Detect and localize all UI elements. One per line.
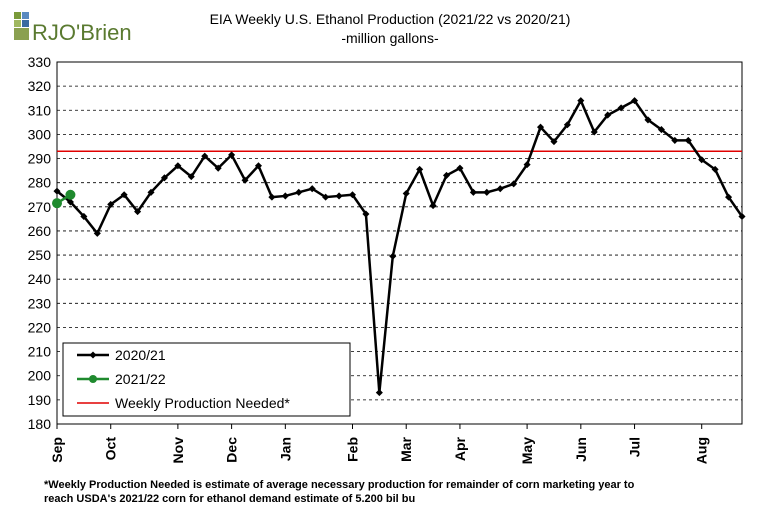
point — [295, 188, 303, 196]
point — [52, 198, 62, 209]
point — [268, 193, 276, 201]
logo-mark — [14, 28, 29, 40]
point — [214, 164, 222, 172]
point — [456, 164, 464, 172]
point — [348, 191, 357, 199]
x-tick-label: Jan — [277, 437, 293, 461]
legend-label: 2020/21 — [115, 347, 166, 363]
y-tick-label: 250 — [28, 247, 52, 263]
chart-subtitle: -million gallons- — [341, 30, 439, 46]
legend-label: Weekly Production Needed* — [115, 395, 290, 411]
point — [671, 136, 679, 144]
x-tick-label: Nov — [170, 437, 186, 464]
point — [241, 176, 249, 184]
point — [187, 173, 195, 181]
point — [738, 212, 746, 220]
footnote: *Weekly Production Needed is estimate of… — [44, 479, 635, 491]
y-tick-label: 260 — [28, 223, 52, 239]
point — [483, 188, 491, 196]
point — [644, 116, 652, 124]
point — [469, 188, 477, 196]
point — [335, 192, 343, 200]
x-tick-label: Feb — [344, 437, 360, 462]
x-tick-label: Mar — [398, 436, 414, 461]
x-tick-label: Dec — [224, 437, 240, 463]
y-tick-label: 320 — [28, 78, 52, 94]
y-tick-label: 280 — [28, 175, 52, 191]
point — [322, 193, 330, 201]
point — [631, 97, 639, 105]
point — [254, 162, 263, 170]
x-tick-label: Jul — [627, 437, 643, 457]
y-tick-label: 190 — [28, 392, 52, 408]
point — [725, 193, 733, 201]
x-tick-label: May — [519, 437, 535, 464]
point — [416, 165, 424, 173]
y-tick-label: 200 — [28, 368, 52, 384]
point — [550, 138, 558, 146]
legend-marker — [89, 351, 97, 359]
point — [523, 161, 531, 169]
y-tick-label: 240 — [28, 271, 52, 287]
legend-marker — [89, 375, 97, 383]
y-tick-label: 300 — [28, 126, 52, 142]
point — [375, 389, 383, 397]
point — [429, 202, 437, 210]
point — [308, 185, 316, 193]
logo-mark — [22, 20, 29, 27]
x-tick-label: Apr — [452, 436, 468, 461]
x-tick-label: Oct — [103, 437, 119, 461]
point — [590, 128, 598, 136]
x-tick-label: Aug — [694, 437, 710, 464]
series-line — [56, 97, 744, 393]
y-tick-label: 180 — [28, 416, 52, 432]
y-tick-label: 330 — [28, 54, 52, 70]
legend-box — [62, 342, 351, 417]
point — [134, 208, 142, 216]
x-tick-label: Sep — [49, 437, 65, 463]
y-tick-label: 220 — [28, 319, 52, 335]
footnote: reach USDA's 2021/22 corn for ethanol de… — [44, 493, 415, 505]
point — [684, 136, 692, 144]
point — [65, 189, 76, 200]
point — [496, 185, 504, 193]
point — [657, 126, 665, 134]
point — [107, 200, 115, 208]
chart-title: EIA Weekly U.S. Ethanol Production (2021… — [210, 11, 571, 27]
point — [442, 171, 451, 179]
point — [147, 188, 155, 196]
point — [536, 123, 545, 131]
point — [563, 121, 571, 129]
y-tick-label: 270 — [28, 199, 52, 215]
point — [604, 111, 612, 119]
point — [160, 174, 168, 182]
point — [617, 104, 625, 112]
point — [174, 162, 182, 170]
point — [228, 151, 236, 159]
logo-mark — [14, 20, 21, 27]
logo-text: RJO'Brien — [32, 20, 132, 45]
point — [281, 192, 289, 200]
point — [577, 97, 585, 105]
logo-mark — [22, 12, 29, 19]
point — [402, 189, 410, 198]
point — [711, 165, 719, 173]
logo-mark — [14, 12, 21, 19]
point — [93, 229, 101, 237]
y-tick-label: 290 — [28, 151, 52, 167]
point — [362, 210, 370, 218]
point — [201, 152, 209, 160]
y-tick-label: 310 — [28, 102, 52, 118]
y-tick-label: 210 — [28, 344, 52, 360]
point — [53, 187, 61, 195]
y-tick-label: 230 — [28, 295, 52, 311]
point — [66, 198, 74, 206]
point — [120, 191, 128, 199]
legend-label: 2021/22 — [115, 371, 166, 387]
x-tick-label: Jun — [573, 437, 589, 462]
point — [80, 212, 88, 220]
point — [698, 156, 706, 164]
